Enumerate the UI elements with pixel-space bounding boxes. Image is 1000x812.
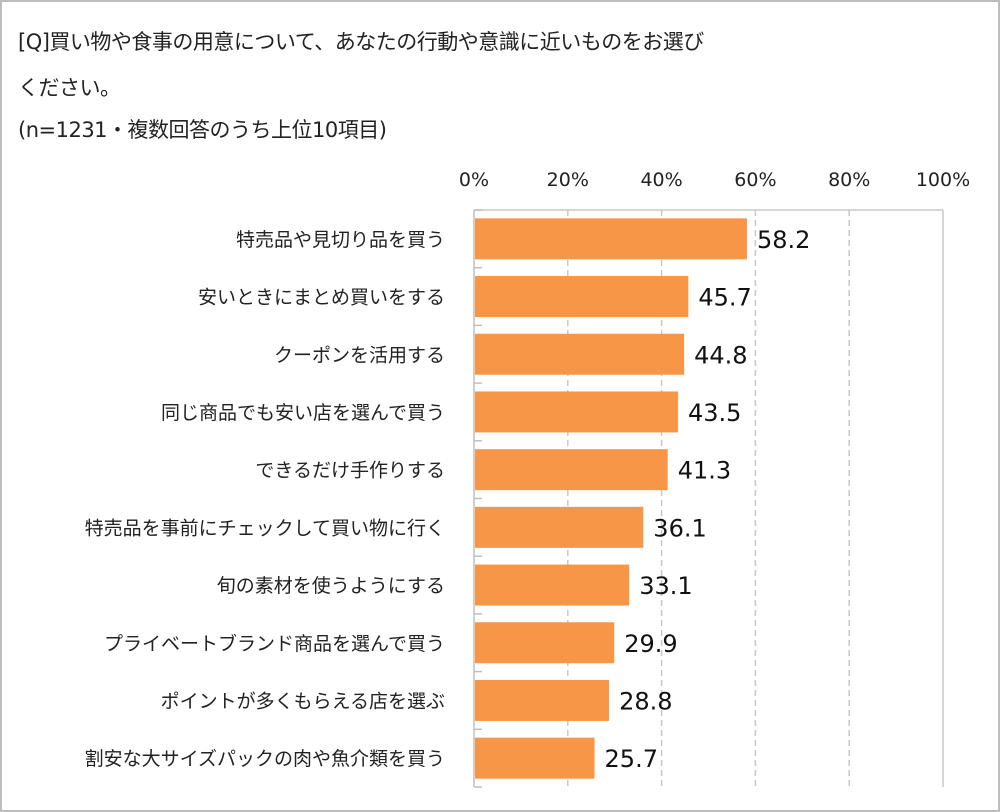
bar: [475, 333, 685, 375]
category-label: 特売品を事前にチェックして買い物に行く: [85, 517, 445, 539]
category-label: プライベートブランド商品を選んで買う: [104, 632, 445, 655]
x-tick-label: 0%: [459, 169, 489, 191]
bar: [475, 391, 679, 433]
data-label: 58.2: [757, 226, 810, 254]
chart-title-line-1: [Q]買い物や食事の用意について、あなたの行動や意識に近いものをお選び: [18, 30, 704, 54]
data-label: 43.5: [688, 399, 741, 427]
category-label: 安いときにまとめ買いをする: [198, 287, 445, 309]
data-label: 25.7: [605, 745, 658, 773]
bar: [475, 737, 595, 779]
x-tick-label: 60%: [734, 169, 776, 191]
bar: [475, 679, 610, 721]
category-label: 割安な大サイズパックの肉や魚介類を買う: [85, 748, 445, 770]
bar: [475, 506, 644, 548]
x-tick-label: 100%: [916, 169, 970, 191]
x-tick-label: 80%: [828, 169, 870, 191]
category-label: 旬の素材を使うようにする: [217, 575, 445, 597]
x-tick-label: 20%: [547, 169, 589, 191]
category-label: 特売品や見切り品を買う: [236, 229, 445, 251]
bar: [475, 218, 747, 260]
category-label: できるだけ手作りする: [255, 460, 445, 482]
data-label: 41.3: [678, 457, 731, 485]
category-label: 同じ商品でも安い店を選んで買う: [161, 402, 445, 424]
data-label: 29.9: [624, 630, 677, 658]
chart-title-line-3: (n=1231・複数回答のうち上位10項目): [18, 118, 387, 142]
data-label: 33.1: [639, 572, 692, 600]
bar: [475, 449, 668, 491]
bar: [475, 276, 689, 318]
category-label: クーポンを活用する: [274, 344, 445, 366]
bar: [475, 564, 630, 606]
category-label: ポイントが多くもらえる店を選ぶ: [161, 690, 445, 712]
bar: [475, 622, 615, 664]
x-tick-label: 40%: [640, 169, 682, 191]
data-label: 28.8: [619, 687, 672, 715]
chart-title-line-2: ください。: [18, 76, 121, 100]
data-label: 45.7: [698, 284, 751, 312]
data-label: 36.1: [653, 514, 706, 542]
data-label: 44.8: [694, 341, 747, 369]
